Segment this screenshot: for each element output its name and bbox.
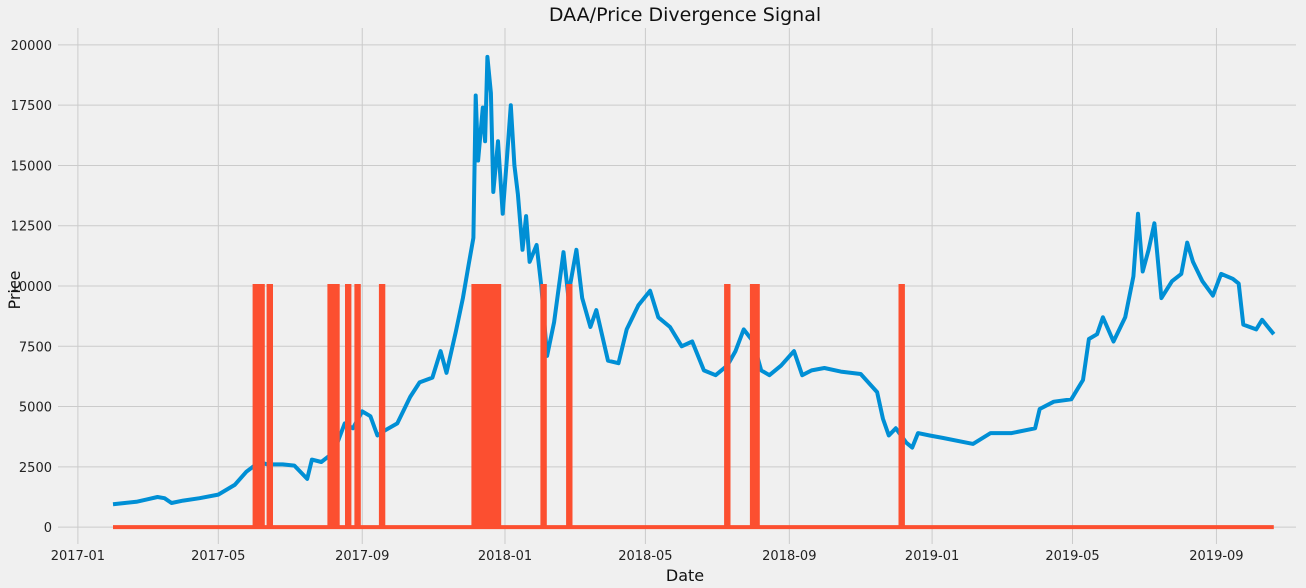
series-lines xyxy=(112,54,1276,530)
x-tick-label: 2017-05 xyxy=(191,549,245,564)
x-tick-label: 2019-05 xyxy=(1045,549,1099,564)
y-tick-label: 7500 xyxy=(19,340,52,355)
y-tick-label: 10000 xyxy=(11,280,52,295)
x-tick-label: 2017-09 xyxy=(335,549,389,564)
y-tick-label: 0 xyxy=(44,521,52,536)
grid-lines xyxy=(58,28,1296,544)
y-tick-label: 2500 xyxy=(19,461,52,476)
y-tick-label: 12500 xyxy=(11,220,52,235)
y-tick-label: 20000 xyxy=(11,39,52,54)
x-tick-label: 2019-01 xyxy=(905,549,959,564)
y-tick-label: 17500 xyxy=(11,99,52,114)
x-axis-label: Date xyxy=(666,566,704,585)
y-tick-label: 15000 xyxy=(11,159,52,174)
x-tick-label: 2019-09 xyxy=(1189,549,1243,564)
x-tick-label: 2017-01 xyxy=(51,549,105,564)
y-tick-label: 5000 xyxy=(19,401,52,416)
x-tick-label: 2018-05 xyxy=(618,549,672,564)
x-tick-label: 2018-09 xyxy=(762,549,816,564)
chart-title: DAA/Price Divergence Signal xyxy=(549,4,821,26)
signal-series-line xyxy=(113,284,1274,530)
tick-labels: 0 2500 5000 7500 10000 12500 15000 17500 20000 20… xyxy=(11,39,1244,564)
x-tick-label: 2018-01 xyxy=(478,549,532,564)
y-axis-label: Price xyxy=(5,270,24,309)
